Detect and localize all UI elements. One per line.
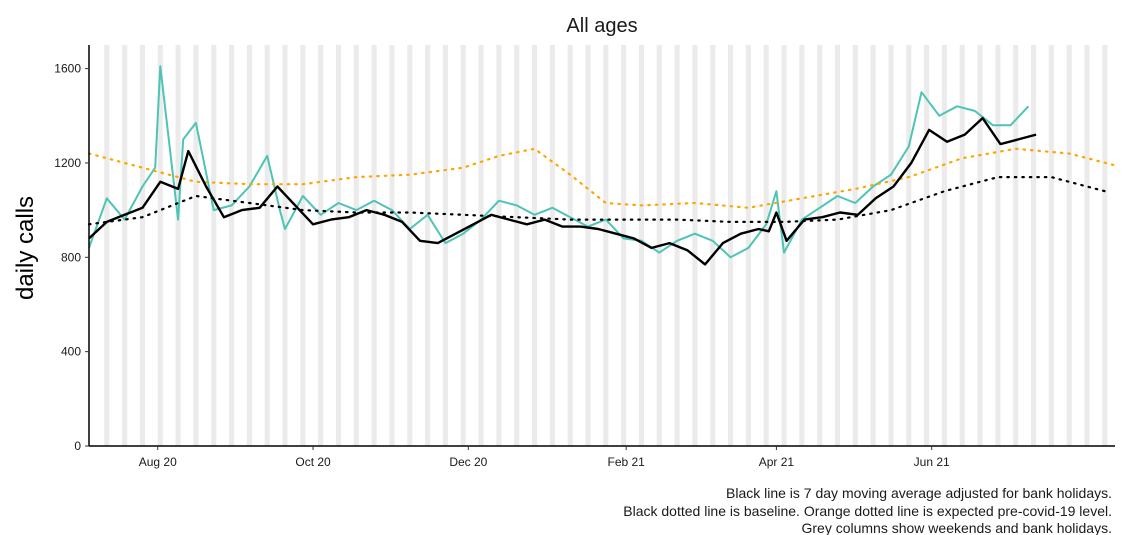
weekend-column [478,45,484,446]
weekend-column [371,45,377,446]
weekend-column [638,45,645,446]
weekend-column [1102,45,1108,446]
weekend-column [1048,45,1054,446]
x-tick-label: Aug 20 [139,455,177,469]
weekend-column [1066,45,1072,446]
chart-title: All ages [566,15,637,37]
weekend-column [104,45,110,446]
series-layer [87,65,1117,266]
weekend-column [924,45,930,446]
weekend-column [139,45,146,446]
y-tick-label: 0 [74,439,81,453]
weekend-column [1030,45,1037,446]
x-tick-label: Feb 21 [608,455,646,469]
caption-line-1: Black line is 7 day moving average adjus… [726,485,1112,501]
weekend-column [817,45,823,446]
weekend-column [959,45,965,446]
weekend-columns [104,45,1108,446]
y-tick-label: 1200 [54,156,81,170]
weekend-column [514,45,520,446]
weekend-column [211,45,217,446]
weekend-column [852,45,858,446]
weekend-column [425,45,431,446]
weekend-column [282,45,288,446]
y-ticks: 0 400 800 1200 1600 [54,62,89,453]
x-tick-label: Apr 21 [759,455,795,469]
baseline-dotted-line [87,176,1106,226]
weekend-column [318,45,324,446]
x-ticks: Aug 20 Oct 20 Dec 20 Feb 21 Apr 21 Jun 21 [139,446,950,469]
weekend-column [175,45,181,446]
weekend-column [603,45,609,446]
weekend-column [531,45,538,446]
weekend-column [621,45,627,446]
x-tick-label: Dec 20 [449,455,487,469]
weekend-column [834,45,841,446]
weekend-column [442,45,448,446]
weekend-column [122,45,128,446]
weekend-column [1013,45,1019,446]
expected-level-dotted-line [87,147,1117,209]
x-tick-label: Jun 21 [914,455,950,469]
weekend-column [389,45,395,446]
weekend-column [995,45,1001,446]
weekend-column [567,45,573,446]
weekend-column [549,45,555,446]
caption-line-2: Black dotted line is baseline. Orange do… [623,503,1112,519]
y-tick-label: 800 [61,250,81,264]
weekend-column [1084,45,1090,446]
weekend-column [407,45,413,446]
weekend-column [460,45,466,446]
y-tick-label: 400 [61,345,81,359]
weekend-column [941,45,947,446]
moving-average-line [88,116,1037,266]
weekend-column [193,45,199,446]
weekend-column [977,45,983,446]
weekend-column [264,45,270,446]
weekend-column [763,45,769,446]
weekend-column [906,45,912,446]
weekend-column [229,45,235,446]
y-axis-label: daily calls [12,196,39,300]
y-tick-label: 1600 [54,62,81,76]
weekend-column [710,45,716,446]
weekend-column [888,45,894,446]
weekend-column [728,45,734,446]
weekend-column [692,45,698,446]
weekend-column [353,45,359,446]
weekend-column [870,45,876,446]
weekend-column [246,45,252,446]
weekend-column [335,45,342,446]
weekend-column [585,45,591,446]
weekend-column [799,45,805,446]
daily-calls-line [88,65,1030,259]
weekend-column [300,45,306,446]
caption-line-3: Grey columns show weekends and bank holi… [801,520,1112,535]
x-tick-label: Oct 20 [295,455,331,469]
weekend-column [157,45,163,446]
weekend-column [496,45,502,446]
weekend-column [745,45,751,446]
